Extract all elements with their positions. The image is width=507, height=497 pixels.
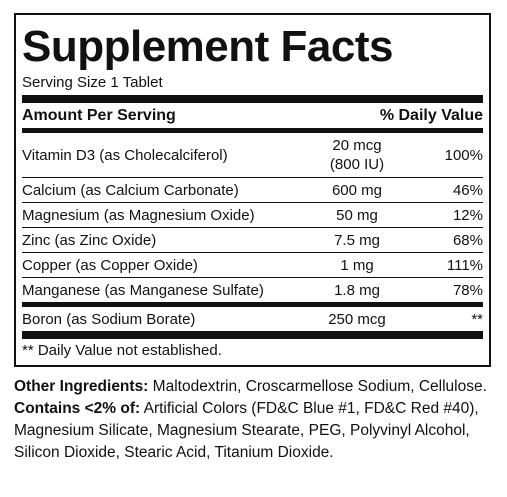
daily-value: 111% [446, 256, 483, 274]
nutrient-amount: 1 mg [340, 256, 374, 274]
daily-value-label: % Daily Value [379, 107, 483, 124]
footnote: ** Daily Value not established. [22, 342, 222, 359]
table-row: Boron (as Sodium Borate) 250 mcg ** [22, 307, 483, 331]
table-row: Vitamin D3 (as Cholecalciferol) 20 mcg (… [22, 133, 483, 177]
supplement-facts-panel: Supplement Facts Serving Size 1 Tablet A… [14, 13, 491, 367]
nutrient-amount: 1.8 mg [334, 281, 380, 299]
table-row: Calcium (as Calcium Carbonate) 600 mg 46… [22, 177, 483, 202]
nutrient-amount: 250 mcg [328, 310, 386, 328]
amount-value: 20 mcg [332, 137, 382, 154]
other-ingredients-label: Other Ingredients: [14, 378, 149, 395]
daily-value: 46% [452, 181, 483, 199]
nutrient-name: Zinc (as Zinc Oxide) [22, 231, 157, 249]
table-row: Magnesium (as Magnesium Oxide) 50 mg 12% [22, 202, 483, 227]
contains-text: Artificial Colors (FD&C Blue #1, FD&C Re… [14, 400, 479, 461]
panel-title: Supplement Facts [22, 22, 393, 71]
contains-label: Contains <2% of: [14, 400, 141, 417]
amount-per-serving-label: Amount Per Serving [22, 107, 176, 124]
serving-size: Serving Size 1 Tablet [22, 74, 163, 91]
other-ingredients: Other Ingredients: Maltodextrin, Croscar… [14, 376, 491, 464]
thick-divider [22, 95, 483, 103]
table-row: Copper (as Copper Oxide) 1 mg 111% [22, 252, 483, 277]
bottom-divider [22, 331, 483, 339]
nutrient-name: Boron (as Sodium Borate) [22, 310, 196, 328]
nutrient-name: Manganese (as Manganese Sulfate) [22, 281, 264, 299]
nutrient-name: Calcium (as Calcium Carbonate) [22, 181, 239, 199]
header-divider [22, 128, 483, 133]
daily-value: 12% [452, 206, 483, 224]
nutrient-amount: 20 mcg (800 IU) [307, 136, 407, 174]
daily-value: ** [471, 310, 483, 328]
daily-value: 78% [452, 281, 483, 299]
column-header: Amount Per Serving % Daily Value [22, 103, 483, 128]
nutrient-amount: 600 mg [331, 181, 383, 199]
nutrient-name: Magnesium (as Magnesium Oxide) [22, 206, 255, 224]
table-row: Manganese (as Manganese Sulfate) 1.8 mg … [22, 277, 483, 302]
nutrient-amount: 7.5 mg [334, 231, 380, 249]
daily-value: 68% [452, 231, 483, 249]
nutrient-amount: 50 mg [336, 206, 378, 224]
nutrient-name: Copper (as Copper Oxide) [22, 256, 198, 274]
daily-value: 100% [444, 146, 483, 164]
table-row: Zinc (as Zinc Oxide) 7.5 mg 68% [22, 227, 483, 252]
other-ingredients-text: Maltodextrin, Croscarmellose Sodium, Cel… [148, 378, 487, 395]
amount-sub-value: (800 IU) [329, 156, 385, 173]
section-divider [22, 302, 483, 307]
nutrient-name: Vitamin D3 (as Cholecalciferol) [22, 146, 228, 164]
